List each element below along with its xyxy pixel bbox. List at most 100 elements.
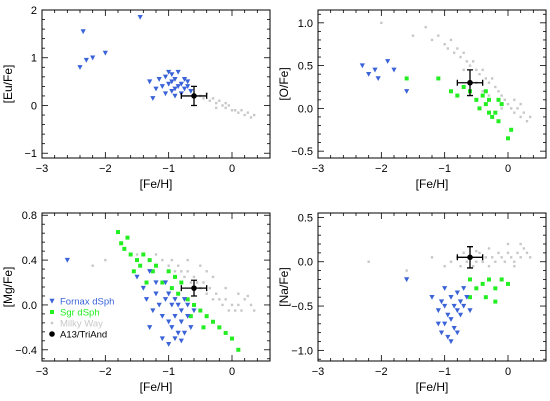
data-point [224, 298, 227, 301]
data-point [202, 97, 205, 100]
data-point [509, 127, 514, 132]
series-sgr-dsph [404, 76, 514, 141]
series-sgr-dsph [468, 277, 510, 304]
data-point [125, 235, 130, 240]
data-point [462, 51, 465, 54]
data-point [435, 308, 441, 314]
data-point [90, 55, 96, 61]
y-axis-label: [Na/Fe] [277, 267, 291, 306]
data-point [205, 270, 208, 273]
data-point [138, 263, 143, 268]
data-point [169, 72, 175, 78]
data-point [490, 256, 494, 259]
data-point [474, 97, 479, 102]
y-tick-label: −1 [24, 148, 37, 160]
data-point [480, 281, 485, 286]
data-point [214, 106, 218, 110]
series-a13-triand [456, 246, 484, 269]
data-point [474, 286, 479, 291]
data-point [249, 116, 253, 119]
data-point [185, 79, 191, 85]
x-tick-label: −3 [312, 366, 325, 378]
y-axis-label: [Mg/Fe] [1, 267, 15, 308]
data-point [224, 106, 227, 110]
data-point [443, 43, 446, 46]
y-tick-label: −0.4 [15, 345, 37, 357]
data-point [509, 107, 513, 110]
y-tick-label: 1.0 [298, 18, 313, 30]
panel-1: −3 −2 −1 0 −1 0 1 2 [Fe/H] [Eu/Fe] [1, 5, 271, 191]
data-point [185, 297, 190, 302]
data-point [249, 303, 253, 307]
data-point [173, 274, 177, 279]
data-point [468, 295, 472, 300]
data-point [497, 251, 500, 255]
data-point [411, 34, 415, 37]
data-point [201, 325, 206, 330]
x-tick-label: −2 [99, 163, 112, 175]
data-point [404, 277, 410, 283]
data-point [467, 308, 473, 314]
y-tick-label: −0.5 [291, 301, 313, 313]
data-point [494, 260, 497, 263]
data-point [443, 264, 446, 268]
data-point [503, 260, 507, 263]
data-point [487, 247, 491, 250]
legend-label-milky-way: Milky Way [60, 319, 103, 330]
data-point [91, 264, 94, 267]
data-point [490, 77, 494, 80]
data-point [169, 286, 174, 291]
data-point [154, 263, 158, 268]
data-point [172, 313, 178, 319]
data-point [178, 81, 184, 87]
data-point [475, 260, 478, 263]
data-point [513, 98, 516, 102]
data-point [147, 258, 152, 263]
y-tick-label: −0.5 [291, 146, 313, 158]
data-point [144, 280, 149, 285]
data-point [493, 286, 498, 291]
data-point [459, 264, 462, 268]
data-point [147, 79, 153, 85]
data-point [468, 64, 472, 67]
data-point [240, 109, 243, 112]
data-point [153, 291, 159, 297]
data-point [483, 89, 488, 94]
data-point [500, 107, 503, 110]
data-point [188, 88, 194, 94]
data-point [481, 90, 484, 93]
y-tick-label: 0.8 [22, 210, 37, 222]
data-point [243, 298, 246, 301]
data-point [166, 69, 172, 75]
data-point [503, 98, 507, 102]
series-fornax-dsph [77, 14, 194, 101]
data-point [159, 313, 165, 319]
data-point [366, 71, 372, 77]
data-point [166, 341, 172, 347]
data-point [487, 81, 491, 84]
data-point [162, 297, 169, 302]
data-point [484, 256, 488, 259]
x-tick-label: −3 [36, 366, 49, 378]
data-point [188, 325, 194, 330]
data-point [211, 97, 215, 100]
data-point [211, 298, 215, 301]
data-point [484, 77, 488, 80]
data-point [176, 291, 181, 296]
series-fornax-dsph [64, 257, 197, 347]
data-point [154, 253, 158, 256]
data-point [487, 110, 491, 115]
plot-frame [317, 9, 547, 159]
data-point [227, 104, 231, 107]
data-point [455, 93, 460, 98]
data-point [367, 260, 370, 263]
data-point [169, 88, 175, 94]
data-point [481, 260, 484, 263]
data-point [147, 325, 153, 330]
data-point [449, 89, 453, 94]
data-point [140, 285, 146, 291]
series-milky-way [380, 21, 532, 123]
data-point [230, 109, 234, 112]
data-point [181, 86, 188, 92]
